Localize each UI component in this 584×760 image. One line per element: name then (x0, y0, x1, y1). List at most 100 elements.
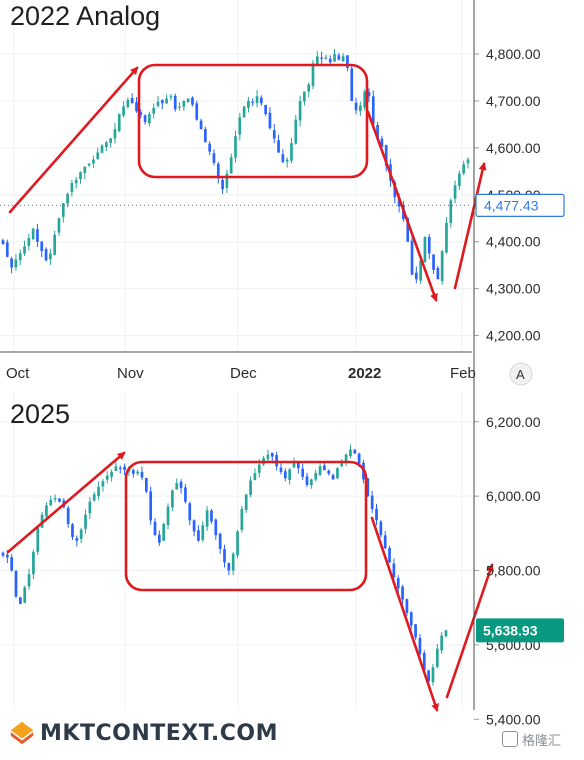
candle-body (204, 129, 207, 143)
candle-body (216, 163, 220, 179)
candle-body (223, 549, 226, 563)
candle-body (58, 498, 61, 502)
x-tick-label: Oct (6, 365, 30, 382)
candle-body (251, 101, 255, 103)
candle-body (31, 228, 35, 240)
last-price-text: 5,638.93 (483, 622, 538, 638)
watermark-box-icon (502, 731, 518, 747)
candle-body (140, 472, 144, 478)
candle-body (414, 624, 417, 638)
x-tick-label: Nov (117, 365, 144, 382)
candle-body (70, 183, 74, 193)
candle-body (240, 509, 244, 530)
candle-body (162, 524, 166, 541)
candle-body (357, 453, 361, 464)
candle-body (96, 152, 100, 159)
candle-body (131, 469, 135, 474)
candle-body (104, 142, 108, 148)
candle-body (466, 159, 470, 164)
candle-body (23, 587, 27, 603)
candle-body (143, 115, 147, 123)
candle-body (406, 217, 410, 242)
candle-body (227, 562, 231, 571)
candle-body (36, 527, 40, 552)
y-tick-label: 4,200.00 (486, 328, 541, 344)
candle-body (270, 452, 274, 457)
candle-body (165, 98, 168, 104)
annotation-consolidation-box-2025 (124, 460, 368, 592)
candle-body (110, 471, 113, 477)
candle-body (410, 240, 414, 275)
candle-body (292, 462, 296, 468)
candle-body (197, 530, 200, 541)
candle-body (36, 229, 39, 242)
candle-body (88, 501, 92, 514)
candle-body (298, 100, 302, 121)
candle-body (109, 138, 112, 143)
candle-body (5, 242, 9, 257)
candle-body (350, 68, 354, 101)
candle-body (327, 470, 331, 474)
annotation-rebound-arrow-2022 (453, 162, 487, 290)
candle-body (353, 449, 357, 454)
candle-body (178, 106, 181, 108)
candle-body (105, 475, 109, 480)
candle-body (201, 525, 205, 540)
candle-body (136, 471, 139, 474)
candle-body (294, 119, 298, 144)
candle-body (208, 143, 212, 152)
candle-body (272, 130, 276, 139)
chart-title-2025: 2025 (10, 399, 70, 429)
candle-body (182, 100, 186, 107)
candle-body (236, 531, 239, 556)
candle-body (149, 491, 153, 521)
x-tick-label: Feb (450, 365, 476, 382)
candle-body (87, 163, 91, 166)
candle-body (366, 478, 370, 497)
candle-body (244, 494, 248, 510)
candle-body (423, 237, 427, 263)
candle-body (229, 157, 233, 174)
candle-body (307, 84, 311, 92)
x-tick-label: Dec (230, 365, 257, 382)
candle-body (101, 481, 105, 487)
candle-body (318, 466, 322, 475)
y-tick-label: 5,800.00 (486, 563, 541, 579)
candle-body (117, 114, 121, 132)
candle-body (156, 101, 160, 106)
annotation-down-arrow-2025 (370, 516, 439, 712)
candle-body (458, 173, 461, 187)
candle-body (53, 498, 57, 500)
candle-body (414, 272, 418, 280)
candle-body (27, 574, 31, 587)
candle-body (283, 471, 287, 479)
candle-body (199, 120, 203, 130)
candle-body (259, 97, 263, 104)
candle-body (173, 95, 177, 110)
axis-layer: 4,800.004,700.004,600.004,500.004,400.00… (0, 0, 565, 727)
candle-body (188, 503, 192, 521)
corner-watermark: 格隆汇 (502, 728, 582, 750)
candle-body (210, 510, 213, 522)
candle-body (281, 154, 285, 162)
candle-body (195, 103, 199, 120)
candle-body (422, 652, 426, 671)
candle-body (57, 218, 61, 233)
annotation-down-arrow-2022 (366, 110, 438, 302)
candle-body (45, 505, 48, 517)
annotation-consolidation-box-2022 (137, 63, 369, 179)
candle-body (392, 563, 396, 578)
candle-body (324, 57, 328, 59)
candle-body (314, 473, 318, 480)
candle-body (275, 454, 278, 467)
candle-body (122, 106, 125, 116)
candle-body (44, 249, 48, 261)
y-tick-label: 4,400.00 (486, 234, 541, 250)
candle-body (66, 507, 70, 525)
candle-body (432, 254, 435, 270)
candle-body (10, 557, 14, 571)
logo-text: MKTCONTEXT.COM (40, 720, 278, 746)
candle-body (66, 193, 69, 204)
candle-body (158, 534, 161, 543)
